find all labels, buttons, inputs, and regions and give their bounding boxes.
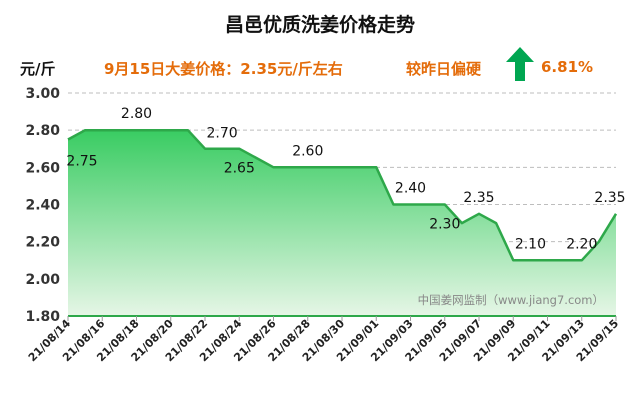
data-label: 2.40 xyxy=(395,181,426,197)
data-label: 2.35 xyxy=(594,190,625,206)
data-label: 2.10 xyxy=(515,236,546,252)
y-tick-label: 2.00 xyxy=(25,272,60,288)
y-tick-label: 2.40 xyxy=(25,198,60,214)
data-label: 2.65 xyxy=(224,161,255,177)
y-tick-label: 2.20 xyxy=(25,235,60,251)
y-tick-label: 2.60 xyxy=(25,160,60,176)
comparison-percent: 6.81% xyxy=(541,58,594,76)
area-series xyxy=(67,128,618,317)
watermark: 中国姜网监制（www.jiang7.com） xyxy=(418,293,604,307)
data-label: 2.60 xyxy=(292,143,323,159)
data-label: 2.35 xyxy=(463,190,494,206)
data-label: 2.75 xyxy=(66,154,97,170)
y-tick-label: 3.00 xyxy=(25,86,60,102)
x-axis: 21/08/1421/08/1621/08/1821/08/2021/08/22… xyxy=(26,316,621,364)
y-tick-label: 1.80 xyxy=(25,309,60,325)
y-axis: 1.80 2.00 2.20 2.40 2.60 2.80 3.00 xyxy=(25,86,60,325)
chart-title: 昌邑优质洗姜价格走势 xyxy=(224,14,415,36)
data-labels: 2.752.802.702.652.602.402.302.352.10 2.20… xyxy=(66,106,625,252)
price-note: 9月15日大姜价格：2.35元/斤左右 xyxy=(104,60,343,78)
area-fill xyxy=(68,130,616,316)
price-line xyxy=(67,128,618,262)
y-tick-label: 2.80 xyxy=(25,123,60,139)
y-axis-unit-label: 元/斤 xyxy=(20,60,56,78)
data-label: 2.30 xyxy=(429,217,460,233)
data-label: 2.70 xyxy=(207,126,238,142)
comparison-label: 较昨日偏硬 xyxy=(406,60,482,78)
data-label: 2.20 xyxy=(566,236,597,252)
data-label: 2.80 xyxy=(121,106,152,122)
up-arrow-icon xyxy=(506,47,534,81)
